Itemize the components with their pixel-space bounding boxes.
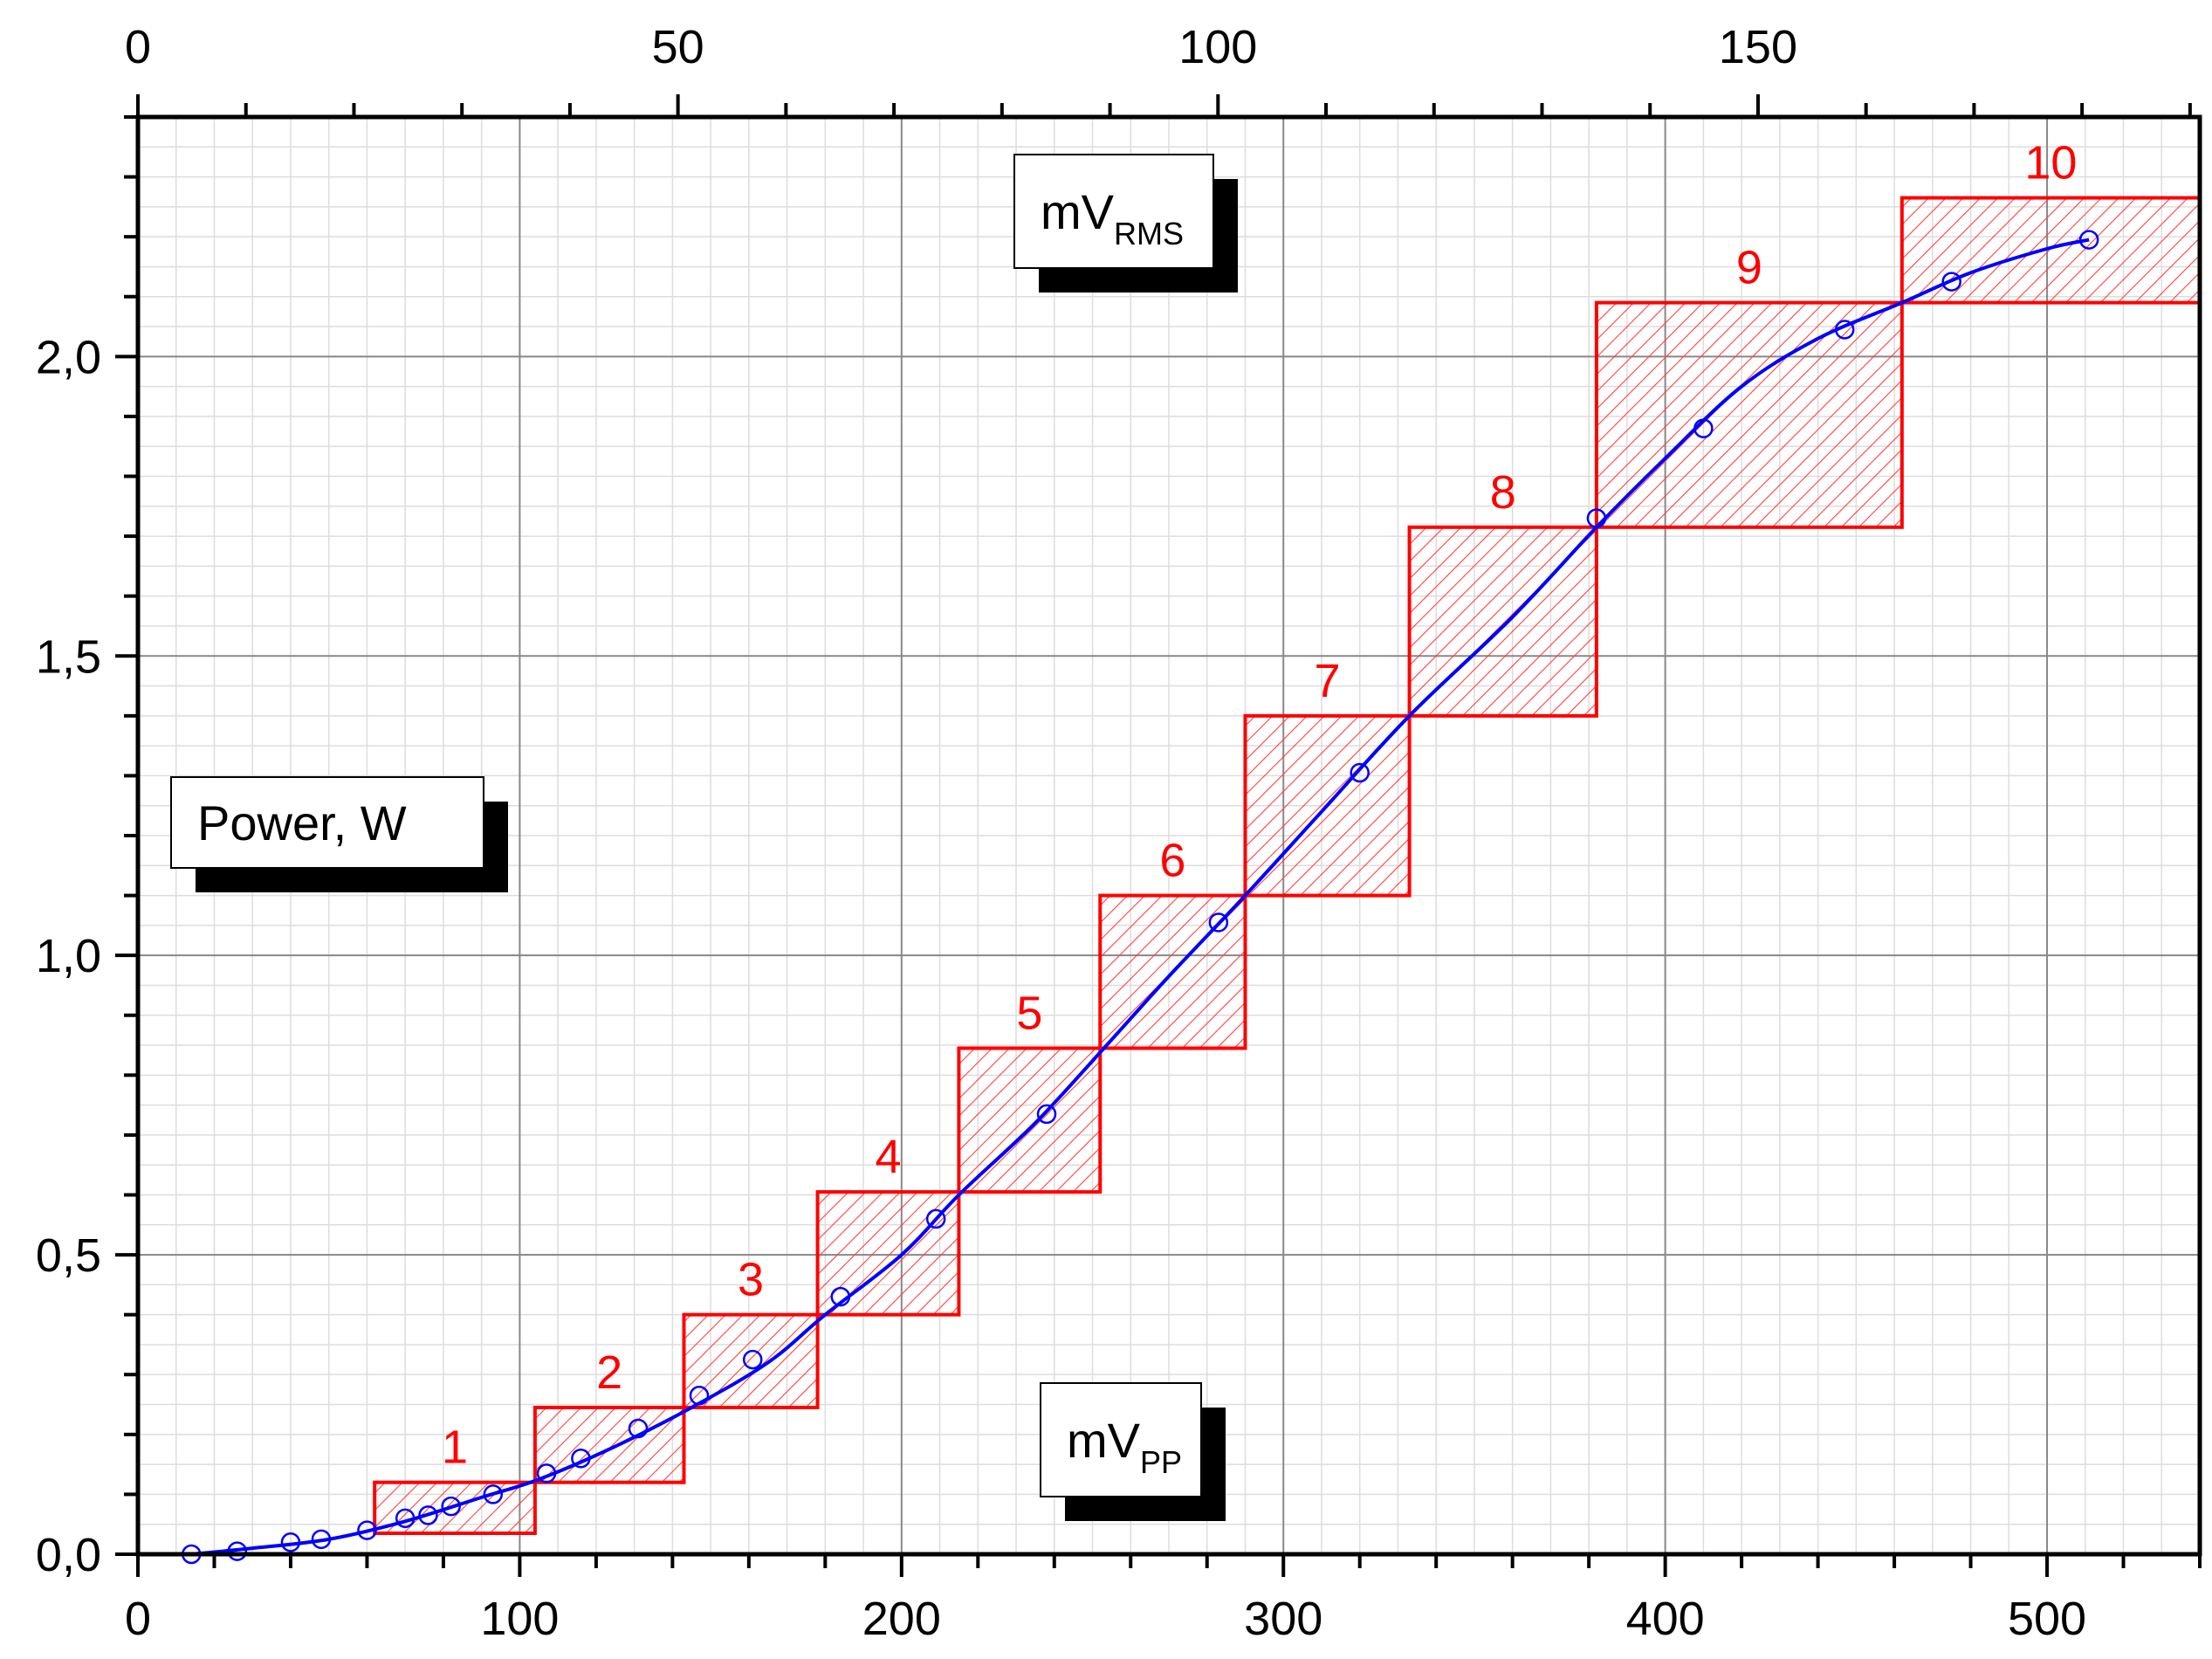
legend-subscript: RMS	[1114, 216, 1184, 251]
box-label-1: 1	[442, 1422, 468, 1474]
legend-label: mVRMS	[1041, 184, 1184, 251]
data-point	[830, 1286, 851, 1307]
box-label-2: 2	[596, 1346, 622, 1399]
data-point	[742, 1349, 763, 1370]
legend-subscript: PP	[1140, 1444, 1182, 1480]
legend-main-text: mV	[1041, 184, 1115, 239]
legend-main-text: Power, W	[197, 795, 407, 850]
fit-curve-line	[191, 237, 2090, 1556]
x-tick-label: 200	[862, 1593, 941, 1645]
data-point	[1208, 912, 1229, 933]
major-grid	[138, 117, 2200, 1554]
legend-label: mVPP	[1067, 1413, 1182, 1480]
hatched-box-3	[682, 1312, 820, 1409]
y-tick-label: 0,0	[36, 1529, 101, 1581]
data-point	[1941, 272, 1961, 292]
legend-box	[170, 776, 484, 869]
box-label-8: 8	[1490, 466, 1516, 519]
data-point	[280, 1532, 301, 1552]
top-tick-label: 0	[125, 21, 151, 73]
data-point	[418, 1505, 438, 1525]
box-label-7: 7	[1315, 655, 1341, 707]
data-point	[536, 1463, 557, 1483]
hatched-box-9	[1594, 300, 1904, 529]
hatched-box-10	[1899, 196, 2202, 305]
data-point	[1586, 508, 1607, 528]
axes: 0 100 200 300 400 500 0,0 0,5 1,0 1,5 2,0 0 50 100 150	[36, 21, 2202, 1645]
data-point	[1350, 762, 1370, 783]
data-point	[1693, 418, 1714, 438]
y-tick-label: 2,0	[36, 331, 101, 383]
data-point	[2078, 230, 2099, 250]
data-point	[227, 1541, 247, 1561]
data-point	[689, 1386, 710, 1406]
box-label-4: 4	[875, 1131, 901, 1183]
data-point	[1834, 320, 1855, 340]
data-point	[441, 1496, 461, 1517]
x-tick-label: 100	[480, 1593, 559, 1645]
data-point	[483, 1484, 504, 1504]
data-point	[311, 1529, 332, 1550]
legend-box	[1040, 1382, 1202, 1497]
legend-box	[1013, 154, 1214, 269]
top-tick-label: 150	[1719, 21, 1797, 73]
data-point	[395, 1508, 416, 1529]
y-tick-label: 1,5	[36, 630, 101, 683]
top-tick-label: 100	[1178, 21, 1257, 73]
hatched-box-4	[815, 1190, 961, 1317]
data-point	[571, 1449, 591, 1469]
hatched-boxes: 1 2 3 4 5 6 7 8 9 10	[373, 137, 2202, 1535]
y-tick-label: 0,5	[36, 1229, 101, 1282]
legend-main-text: mV	[1067, 1413, 1141, 1468]
top-tick-label: 50	[652, 21, 704, 73]
data-point	[628, 1418, 649, 1439]
x-tick-label: 300	[1244, 1593, 1322, 1645]
data-point	[925, 1208, 946, 1229]
box-label-6: 6	[1159, 835, 1185, 887]
x-tick-label: 400	[1626, 1593, 1705, 1645]
data-point	[357, 1520, 377, 1540]
box-label-9: 9	[1736, 242, 1762, 294]
legend-label: Power, W	[197, 795, 407, 850]
box-label-5: 5	[1016, 987, 1042, 1039]
fit-curve	[191, 237, 2090, 1556]
x-tick-label: 0	[125, 1593, 151, 1645]
x-tick-label: 500	[2008, 1593, 2086, 1645]
y-tick-label: 1,0	[36, 930, 101, 982]
box-label-3: 3	[738, 1254, 764, 1306]
data-point	[1036, 1104, 1057, 1125]
hatched-box-5	[957, 1046, 1103, 1194]
box-label-10: 10	[2024, 137, 2077, 189]
